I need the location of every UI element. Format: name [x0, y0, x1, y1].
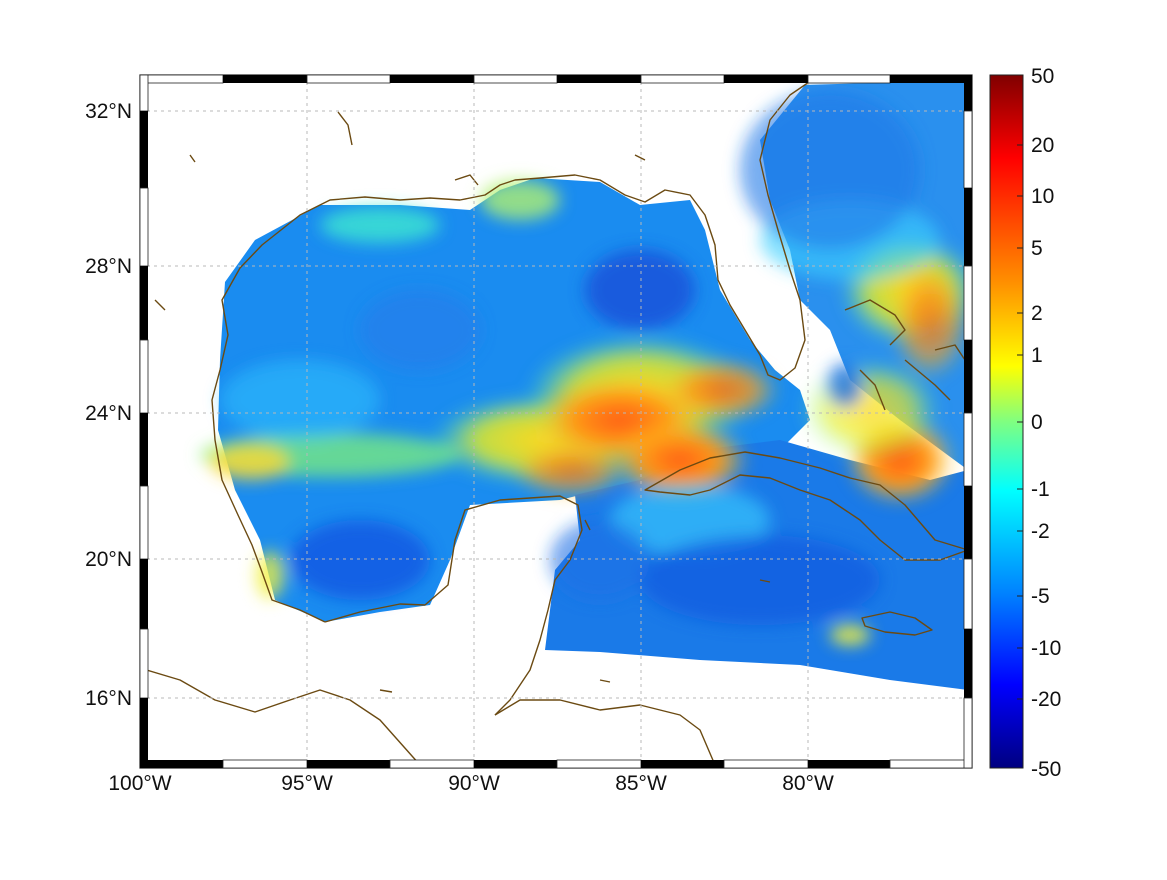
- lat-tick-label: 28°N: [85, 255, 132, 278]
- pacific-coast: [140, 667, 421, 766]
- lon-axis: 100°W 95°W 90°W 85°W 80°W: [108, 772, 834, 795]
- colorbar-label: 5: [1031, 237, 1043, 260]
- coastlines: [140, 77, 969, 766]
- colorbar-label: 2: [1031, 302, 1043, 325]
- colorbar-label: 0: [1031, 411, 1043, 434]
- colorbar: 50 20 10 5 2 1 0 -1 -2 -5 -10 -20 -50: [989, 65, 1061, 781]
- colorbar-label: -20: [1031, 688, 1061, 711]
- lat-tick-label: 32°N: [85, 100, 132, 123]
- honduras-coast: [494, 699, 716, 766]
- minor-islands: [154, 111, 771, 693]
- jamaica-outline: [861, 611, 933, 636]
- colorbar-label: 10: [1031, 185, 1054, 208]
- lat-tick-label: 16°N: [85, 687, 132, 710]
- colorbar-label: 50: [1031, 65, 1054, 88]
- colorbar-label: -2: [1031, 520, 1050, 543]
- yucatan-coast: [324, 495, 583, 716]
- lat-axis: 32°N 28°N 24°N 20°N 16°N: [85, 100, 132, 710]
- colorbar-label: -10: [1031, 637, 1061, 660]
- lat-tick-label: 24°N: [85, 402, 132, 425]
- lon-tick-label: 90°W: [448, 772, 500, 795]
- colorbar-label: -5: [1031, 585, 1050, 608]
- us-gulf-coast: [211, 77, 816, 623]
- colorbar-label: -50: [1031, 758, 1061, 781]
- colorbar-label: -1: [1031, 478, 1050, 501]
- bahamas-outline: [844, 299, 966, 411]
- lat-tick-label: 20°N: [85, 548, 132, 571]
- lon-tick-label: 100°W: [108, 772, 171, 795]
- colorbar-label: 20: [1031, 134, 1054, 157]
- data-field: [200, 80, 972, 690]
- grid: [140, 75, 972, 768]
- cuba-outline: [644, 451, 969, 561]
- map-frame: [139, 74, 973, 769]
- lon-tick-label: 95°W: [281, 772, 333, 795]
- colorbar-label: 1: [1031, 344, 1043, 367]
- lon-tick-label: 85°W: [615, 772, 667, 795]
- lon-tick-label: 80°W: [782, 772, 834, 795]
